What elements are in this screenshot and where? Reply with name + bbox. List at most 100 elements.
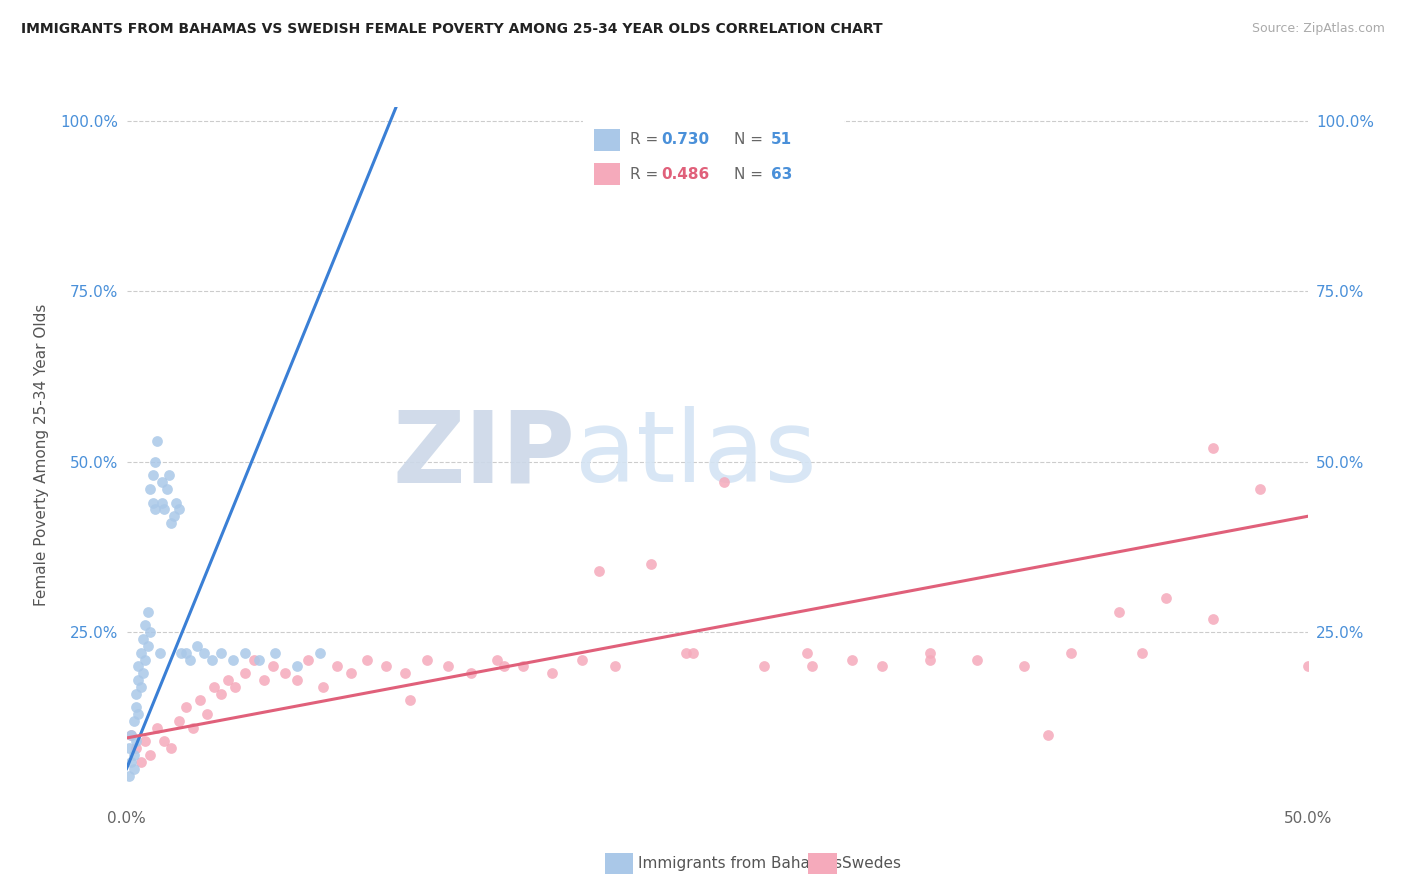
Point: [1202, 441, 1225, 455]
Point: [1012, 659, 1035, 673]
Point: [193, 646, 215, 660]
Bar: [593, 128, 620, 151]
Text: Swedes: Swedes: [842, 856, 901, 871]
Point: [139, 482, 162, 496]
Point: [125, 700, 148, 714]
Point: [122, 714, 145, 728]
Text: N =: N =: [734, 167, 768, 182]
Point: [165, 496, 187, 510]
Point: [139, 747, 162, 762]
Text: Source: ZipAtlas.com: Source: ZipAtlas.com: [1251, 22, 1385, 36]
Point: [1202, 612, 1225, 626]
Point: [143, 502, 166, 516]
Point: [796, 646, 818, 660]
Point: [134, 734, 156, 748]
Point: [264, 646, 287, 660]
Point: [141, 468, 163, 483]
Point: [1249, 482, 1271, 496]
Point: [326, 659, 349, 673]
Point: [682, 646, 704, 660]
Point: [132, 632, 155, 646]
Point: [460, 666, 482, 681]
Point: [120, 728, 142, 742]
Point: [170, 646, 193, 660]
Point: [139, 625, 162, 640]
Point: [486, 652, 509, 666]
Point: [340, 666, 363, 681]
Point: [224, 680, 246, 694]
Point: [160, 741, 183, 756]
Point: [125, 687, 148, 701]
Point: [1060, 646, 1083, 660]
Text: 0.730: 0.730: [662, 132, 710, 147]
Point: [233, 666, 256, 681]
Point: [966, 652, 988, 666]
Point: [179, 652, 201, 666]
Point: [146, 721, 169, 735]
Point: [122, 762, 145, 776]
Point: [150, 496, 173, 510]
Point: [143, 455, 166, 469]
Point: [399, 693, 422, 707]
Point: [136, 639, 159, 653]
Point: [202, 680, 225, 694]
Text: IMMIGRANTS FROM BAHAMAS VS SWEDISH FEMALE POVERTY AMONG 25-34 YEAR OLDS CORRELAT: IMMIGRANTS FROM BAHAMAS VS SWEDISH FEMAL…: [21, 22, 883, 37]
Point: [311, 680, 333, 694]
Text: 51: 51: [770, 132, 792, 147]
Point: [120, 728, 142, 742]
Point: [134, 618, 156, 632]
Point: [118, 741, 141, 756]
Text: R =: R =: [630, 167, 664, 182]
Point: [918, 652, 941, 666]
Point: [233, 646, 256, 660]
Point: [640, 557, 662, 571]
Point: [252, 673, 274, 687]
Point: [174, 700, 197, 714]
Point: [1036, 728, 1059, 742]
Point: [436, 659, 458, 673]
Point: [157, 468, 180, 483]
Point: [160, 516, 183, 530]
Point: [125, 734, 148, 748]
Text: N =: N =: [734, 132, 768, 147]
Point: [222, 652, 245, 666]
Point: [153, 734, 176, 748]
Point: [243, 652, 266, 666]
Point: [754, 659, 776, 673]
Point: [1130, 646, 1153, 660]
Point: [1154, 591, 1177, 606]
Bar: [593, 163, 620, 186]
Point: [588, 564, 610, 578]
Point: [129, 680, 152, 694]
Point: [285, 659, 308, 673]
Text: 63: 63: [770, 167, 792, 182]
Point: [512, 659, 534, 673]
Y-axis label: Female Poverty Among 25-34 Year Olds: Female Poverty Among 25-34 Year Olds: [34, 304, 49, 606]
Point: [262, 659, 284, 673]
Point: [127, 707, 149, 722]
Point: [132, 666, 155, 681]
Point: [1108, 605, 1130, 619]
Point: [181, 721, 204, 735]
Point: [127, 659, 149, 673]
Point: [163, 509, 186, 524]
Point: [150, 475, 173, 490]
Point: [713, 475, 735, 490]
Point: [127, 673, 149, 687]
Point: [136, 605, 159, 619]
Point: [129, 755, 152, 769]
Point: [200, 652, 222, 666]
Point: [209, 687, 232, 701]
Point: [174, 646, 197, 660]
Point: [872, 659, 894, 673]
FancyBboxPatch shape: [574, 114, 853, 200]
Point: [134, 652, 156, 666]
Point: [918, 646, 941, 660]
Point: [309, 646, 332, 660]
Text: 0.486: 0.486: [662, 167, 710, 182]
Point: [118, 768, 141, 782]
Point: [415, 652, 437, 666]
Point: [188, 693, 211, 707]
Point: [217, 673, 239, 687]
Point: [274, 666, 297, 681]
